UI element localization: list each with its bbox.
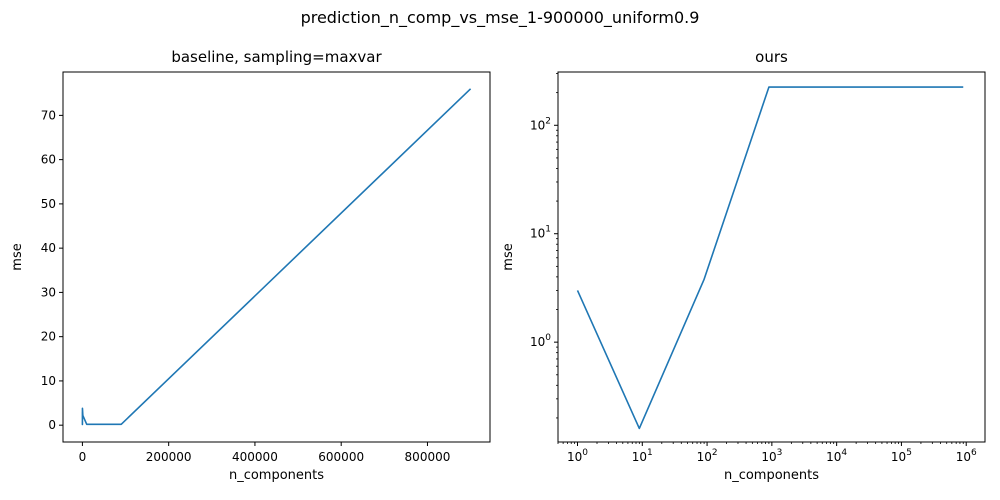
y-tick-label: 70 bbox=[41, 108, 56, 122]
figure-suptitle: prediction_n_comp_vs_mse_1-900000_unifor… bbox=[301, 8, 700, 28]
series-line bbox=[81, 88, 472, 426]
series-line bbox=[576, 86, 964, 430]
x-tick-label: 106 bbox=[956, 448, 977, 464]
right-chart-panel: ours n_components mse 100 101 102 103 104 105 106… bbox=[501, 48, 986, 483]
x-tick-label: 0 bbox=[79, 450, 87, 464]
x-tick-label: 104 bbox=[826, 448, 847, 464]
x-tick-label: 105 bbox=[891, 448, 912, 464]
y-tick-label: 101 bbox=[530, 225, 551, 241]
y-tick-label: 20 bbox=[41, 330, 56, 344]
x-tick-label: 101 bbox=[632, 448, 653, 464]
x-tick-label: 103 bbox=[761, 448, 782, 464]
left-chart-panel: baseline, sampling=maxvar n_components mse… bbox=[10, 48, 491, 483]
plot-frame bbox=[557, 71, 986, 443]
y-axis-label: mse bbox=[10, 243, 25, 270]
x-tick-label: 600000 bbox=[318, 450, 364, 464]
x-tick-label: 200000 bbox=[146, 450, 192, 464]
chart-title: baseline, sampling=maxvar bbox=[171, 48, 382, 66]
plot-frame bbox=[62, 71, 491, 443]
y-tick-label: 102 bbox=[530, 116, 551, 132]
y-tick-label: 100 bbox=[530, 333, 551, 349]
chart-title: ours bbox=[755, 48, 788, 66]
y-axis-label: mse bbox=[501, 243, 516, 270]
y-tick-label: 0 bbox=[48, 418, 56, 432]
y-tick-label: 60 bbox=[41, 153, 56, 167]
x-tick-label: 800000 bbox=[405, 450, 451, 464]
y-tick-label: 50 bbox=[41, 197, 56, 211]
y-tick-label: 40 bbox=[41, 241, 56, 255]
x-tick-label: 102 bbox=[697, 448, 718, 464]
x-axis-label: n_components bbox=[724, 468, 819, 483]
x-axis-label: n_components bbox=[229, 468, 324, 483]
x-tick-label: 400000 bbox=[232, 450, 278, 464]
x-tick-label: 100 bbox=[567, 448, 588, 464]
y-tick-label: 10 bbox=[41, 374, 56, 388]
y-tick-label: 30 bbox=[41, 285, 56, 299]
